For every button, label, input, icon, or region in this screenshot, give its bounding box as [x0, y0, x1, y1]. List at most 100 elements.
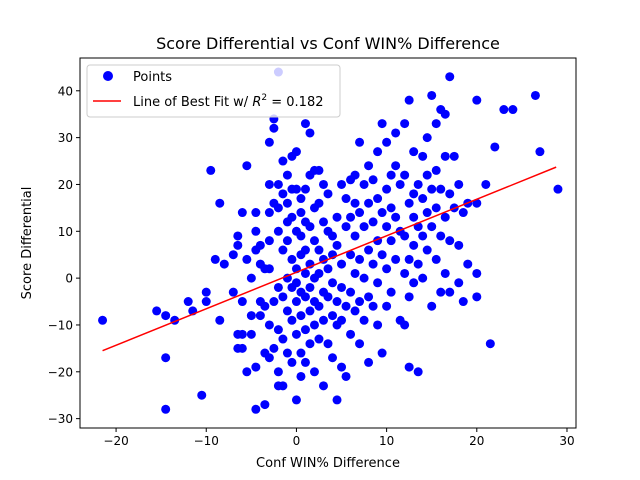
x-axis-ticks: −20 −10 0 10 20 30 — [103, 428, 575, 448]
scatter-point — [346, 329, 356, 339]
scatter-point — [337, 362, 347, 372]
scatter-point — [314, 301, 324, 311]
scatter-point — [553, 184, 563, 194]
scatter-point — [278, 292, 288, 302]
scatter-point — [445, 236, 455, 246]
scatter-point — [530, 90, 540, 100]
y-axis-ticks: −30 −20 −10 0 10 20 30 40 — [48, 84, 80, 426]
scatter-point — [481, 179, 491, 189]
scatter-point — [418, 273, 428, 283]
scatter-point — [404, 95, 414, 105]
scatter-point — [364, 357, 374, 367]
scatter-point — [404, 292, 414, 302]
scatter-point — [458, 297, 468, 307]
scatter-point — [413, 259, 423, 269]
scatter-point — [328, 311, 338, 321]
scatter-point — [291, 147, 301, 157]
legend-points-label: Points — [133, 70, 172, 85]
scatter-point — [337, 315, 347, 325]
scatter-point — [314, 165, 324, 175]
scatter-point — [323, 264, 333, 274]
scatter-point — [215, 315, 225, 325]
scatter-point — [440, 151, 450, 161]
scatter-point — [400, 119, 410, 129]
scatter-point — [422, 170, 432, 180]
scatter-point — [382, 184, 392, 194]
scatter-point — [373, 147, 383, 157]
scatter-point — [454, 278, 464, 288]
scatter-point — [309, 320, 319, 330]
scatter-point — [422, 133, 432, 143]
scatter-point — [472, 292, 482, 302]
scatter-point — [346, 287, 356, 297]
scatter-point — [242, 161, 252, 171]
scatter-point — [382, 301, 392, 311]
scatter-point — [264, 179, 274, 189]
scatter-point — [400, 231, 410, 241]
scatter-point — [273, 226, 283, 236]
scatter-point — [278, 334, 288, 344]
scatter-point — [314, 245, 324, 255]
x-axis-label: Conf WIN% Difference — [256, 456, 400, 471]
scatter-point — [314, 268, 324, 278]
scatter-point — [332, 395, 342, 405]
scatter-point — [382, 222, 392, 232]
scatter-point — [237, 343, 247, 353]
scatter-point — [183, 297, 193, 307]
scatter-point — [436, 231, 446, 241]
scatter-point — [296, 208, 306, 218]
scatter-point — [269, 343, 279, 353]
scatter-point — [287, 357, 297, 367]
scatter-point — [350, 198, 360, 208]
scatter-point — [273, 282, 283, 292]
scatter-point — [273, 203, 283, 213]
scatter-point — [161, 311, 171, 321]
scatter-point — [350, 268, 360, 278]
scatter-point — [386, 203, 396, 213]
scatter-point — [364, 245, 374, 255]
scatter-point — [328, 353, 338, 363]
scatter-point — [237, 208, 247, 218]
scatter-point — [350, 231, 360, 241]
scatter-point — [373, 320, 383, 330]
scatter-point — [228, 287, 238, 297]
scatter-point — [318, 381, 328, 391]
y-tick-label: −30 — [48, 412, 73, 426]
scatter-point — [431, 203, 441, 213]
scatter-point — [152, 306, 162, 316]
scatter-point — [440, 212, 450, 222]
scatter-point — [422, 245, 432, 255]
scatter-point — [282, 273, 292, 283]
scatter-point — [300, 184, 310, 194]
scatter-point — [201, 287, 211, 297]
y-tick-label: 40 — [58, 84, 73, 98]
scatter-point — [278, 189, 288, 199]
scatter-point — [499, 105, 509, 115]
scatter-point — [422, 208, 432, 218]
scatter-point — [445, 287, 455, 297]
scatter-point — [237, 297, 247, 307]
best-fit-line — [102, 166, 557, 352]
points-layer — [98, 67, 563, 414]
scatter-point — [391, 212, 401, 222]
scatter-point — [264, 137, 274, 147]
scatter-point — [323, 339, 333, 349]
scatter-point — [264, 236, 274, 246]
y-tick-label: 0 — [65, 272, 73, 286]
scatter-point — [305, 339, 315, 349]
scatter-point — [251, 362, 261, 372]
scatter-point — [264, 264, 274, 274]
scatter-point — [314, 198, 324, 208]
scatter-point — [382, 264, 392, 274]
scatter-point — [449, 151, 459, 161]
plot-frame — [79, 57, 577, 429]
scatter-point — [287, 254, 297, 264]
scatter-point — [197, 390, 207, 400]
scatter-point — [323, 189, 333, 199]
scatter-point — [269, 123, 279, 133]
scatter-point — [264, 353, 274, 363]
scatter-point — [300, 292, 310, 302]
scatter-point — [373, 278, 383, 288]
scatter-point — [201, 297, 211, 307]
